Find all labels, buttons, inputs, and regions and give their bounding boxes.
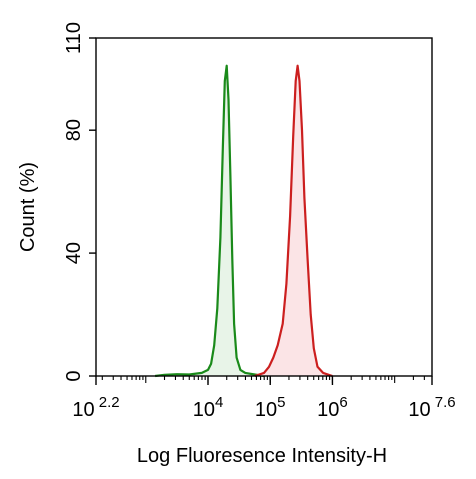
series-1-fill bbox=[155, 65, 264, 376]
y-tick-label: 0 bbox=[63, 370, 85, 381]
y-axis: 0 40 80 110 bbox=[63, 22, 96, 382]
y-axis-label: Count (%) bbox=[17, 162, 39, 252]
plot-frame bbox=[95, 37, 433, 377]
series-2-line bbox=[254, 64, 333, 378]
series-1-line bbox=[154, 64, 265, 378]
x-tick-label: 104 bbox=[193, 394, 224, 421]
series-2-fill bbox=[254, 65, 333, 376]
x-tick-label: 10 2.2 bbox=[72, 394, 119, 421]
y-tick-label: 40 bbox=[63, 242, 85, 264]
y-tick-label: 110 bbox=[63, 22, 85, 54]
x-axis-label: Log Fluoresence Intensity-H bbox=[137, 445, 387, 467]
series-layer bbox=[154, 64, 333, 378]
x-tick-label: 106 bbox=[317, 394, 348, 421]
y-tick-label: 80 bbox=[63, 119, 85, 141]
x-axis: 10 2.2 104 105 106 10 7.6 bbox=[72, 376, 456, 421]
x-tick-label: 105 bbox=[255, 394, 286, 421]
x-tick-label: 10 7.6 bbox=[408, 394, 455, 421]
